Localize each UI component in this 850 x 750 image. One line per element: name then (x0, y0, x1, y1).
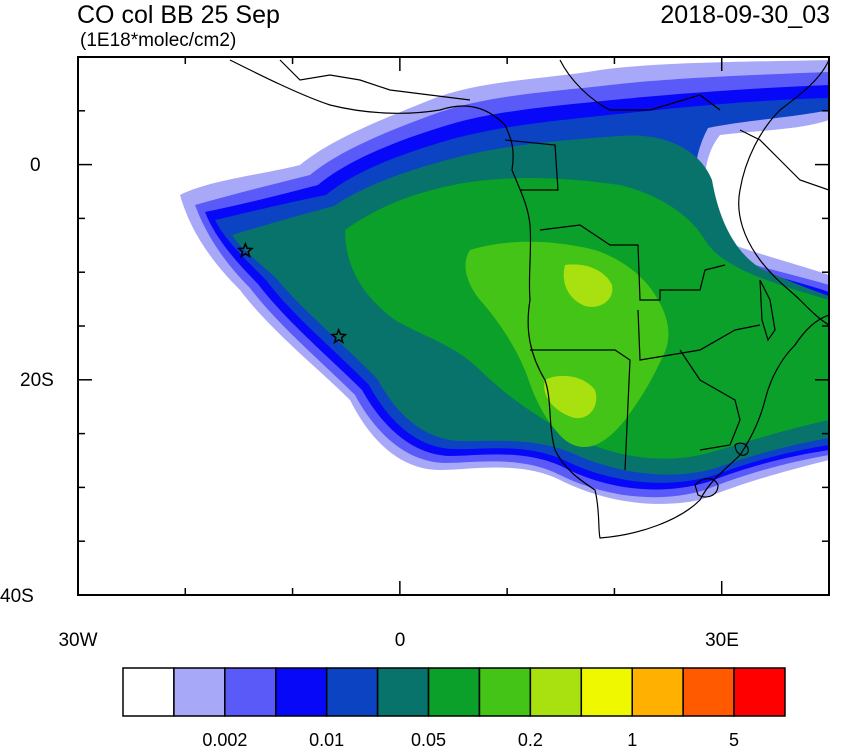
border-7 (279, 59, 471, 101)
map-title: CO col BB 25 Sep (77, 1, 280, 29)
co-field (180, 60, 829, 504)
co-band-8b (544, 375, 597, 419)
colorbar-label: 1 (627, 730, 638, 750)
colorbar-label: 0.2 (517, 730, 543, 750)
border-5 (679, 349, 741, 451)
units-label: (1E18*molec/cm2) (80, 30, 237, 51)
africa-coastline (229, 59, 829, 539)
swaziland-border (734, 442, 749, 456)
y-tick-label-20s: 20S (20, 370, 54, 391)
colorbar-label: 5 (729, 730, 740, 750)
border-8 (739, 129, 829, 191)
lake-outline (759, 279, 776, 342)
x-tick-label-30e: 30E (705, 630, 739, 651)
y-tick-label-0: 0 (30, 155, 41, 176)
land-outlines (229, 59, 829, 539)
datetime-label: 2018-09-30_03 (660, 1, 830, 29)
border-2 (539, 224, 726, 301)
border-3 (530, 349, 631, 471)
east-coast (738, 59, 829, 326)
star-marker-2 (330, 327, 348, 345)
colorbar-label: 0.01 (309, 730, 345, 750)
co-band-8a (563, 264, 613, 307)
colorbar-label: 0.05 (411, 730, 447, 750)
y-tick-label-40s: 40S (0, 586, 34, 607)
lesotho-border (694, 478, 719, 498)
border-6 (559, 59, 721, 111)
markers-layer (236, 241, 348, 345)
colorbar-label: 0.002 (202, 730, 248, 750)
x-tick-label-30w: 30W (58, 630, 98, 651)
axis-ticks (77, 56, 830, 596)
x-tick-label-0: 0 (394, 630, 406, 651)
border-4 (637, 309, 761, 361)
border-1 (504, 139, 559, 191)
star-marker-1 (236, 241, 255, 258)
co-band-7 (465, 241, 669, 448)
